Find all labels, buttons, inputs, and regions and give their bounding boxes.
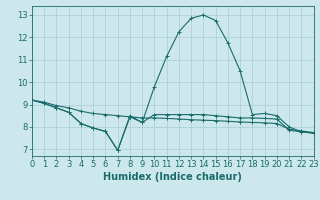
X-axis label: Humidex (Indice chaleur): Humidex (Indice chaleur) xyxy=(103,172,242,182)
